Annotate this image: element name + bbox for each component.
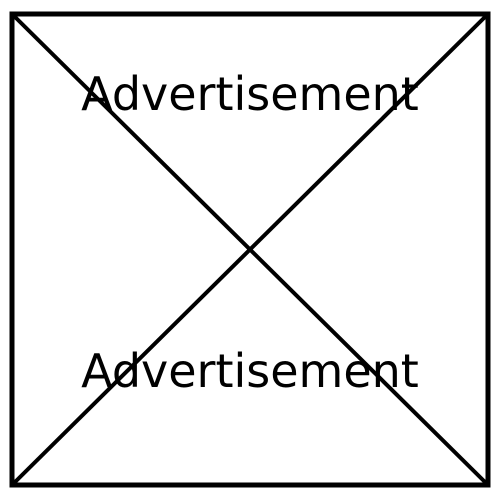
placeholder-diagonal-up [10, 12, 490, 487]
advertisement-label-top: Advertisement [81, 67, 419, 121]
advertisement-label-bottom: Advertisement [81, 344, 419, 398]
placeholder-border [9, 11, 491, 488]
